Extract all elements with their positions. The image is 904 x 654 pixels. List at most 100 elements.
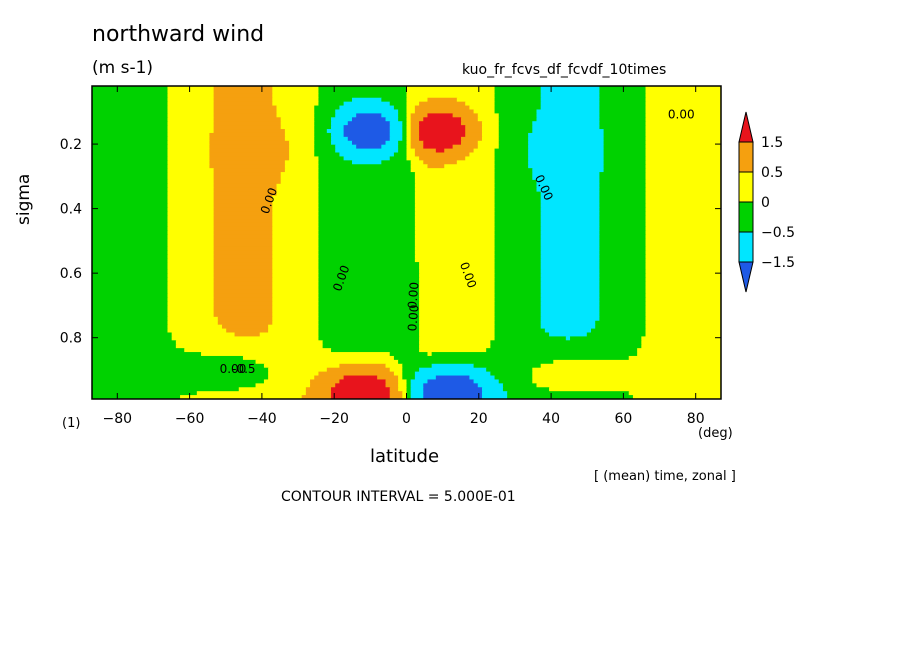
contour-fill-cell — [335, 148, 399, 154]
contour-fill-cell — [167, 132, 211, 138]
contour-fill-cell — [322, 344, 420, 349]
contour-fill-cell — [272, 281, 320, 287]
contour-fill-cell — [645, 199, 721, 204]
contour-fill-cell — [528, 140, 605, 146]
contour-fill-cell — [314, 152, 341, 158]
contour-fill-cell — [599, 93, 647, 99]
contour-fill-cell — [167, 140, 211, 146]
contour-fill-cell — [184, 348, 332, 353]
contour-fill-cell — [414, 219, 496, 224]
x-tick-label: 60 — [614, 411, 632, 427]
contour-label: 0.00 — [668, 107, 695, 121]
contour-fill-cell — [92, 89, 169, 95]
contour-fill-cell — [92, 129, 169, 134]
contour-fill-cell — [331, 387, 391, 392]
contour-fill-cell — [540, 250, 600, 255]
contour-fill-cell — [406, 89, 496, 95]
contour-fill-cell — [599, 258, 647, 263]
contour-fill-cell — [419, 348, 487, 353]
contour-fill-cell — [431, 363, 475, 369]
contour-fill-cell — [92, 152, 169, 158]
contour-fill-cell — [494, 148, 529, 154]
contour-fill-cell — [201, 352, 391, 357]
contour-fill-cell — [540, 273, 600, 279]
contour-fill-cell — [167, 312, 215, 318]
contour-fill-cell — [272, 312, 320, 318]
contour-fill-cell — [540, 312, 600, 318]
contour-fill-cell — [167, 269, 215, 275]
contour-fill-cell — [410, 168, 496, 173]
contour-fill-cell — [490, 344, 642, 349]
contour-fill-cell — [494, 265, 542, 271]
contour-fill-cell — [318, 254, 416, 259]
x-tick-label: 20 — [470, 411, 488, 427]
colorbar-bin — [738, 261, 754, 293]
contour-fill-cell — [565, 336, 571, 341]
contour-fill-cell — [272, 215, 320, 220]
contour-fill-cell — [167, 219, 215, 224]
contour-fill-cell — [318, 324, 420, 330]
contour-fill-cell — [351, 160, 382, 165]
contour-fill-cell — [427, 113, 454, 118]
colorbar-label: 0 — [761, 195, 770, 211]
contour-fill-cell — [92, 309, 169, 314]
contour-fill-cell — [645, 312, 721, 318]
contour-fill-cell — [284, 160, 320, 165]
contour-fill-cell — [477, 117, 500, 122]
contour-fill-cell — [645, 254, 721, 259]
contour-fill-cell — [414, 215, 496, 220]
contour-fill-cell — [528, 160, 605, 165]
contour-fill-cell — [540, 222, 600, 228]
contour-fill-cell — [339, 363, 387, 369]
contour-fill-cell — [167, 242, 215, 248]
contour-fill-cell — [599, 238, 647, 244]
contour-fill-cell — [494, 324, 542, 330]
contour-fill-cell — [314, 105, 341, 111]
contour-fill-cell — [167, 289, 215, 294]
contour-fill-cell — [410, 383, 424, 388]
contour-fill-cell — [645, 230, 721, 236]
contour-fill-cell — [167, 215, 215, 220]
contour-fill-cell — [540, 242, 600, 248]
contour-fill-cell — [645, 132, 721, 138]
contour-fill-cell — [351, 117, 387, 122]
colorbar-label: 1.5 — [761, 135, 783, 151]
contour-fill-cell — [272, 289, 320, 294]
contour-fill-cell — [318, 265, 420, 271]
contour-fill-cell — [209, 136, 286, 142]
contour-fill-cell — [599, 250, 647, 255]
contour-fill-cell — [419, 312, 496, 318]
contour-fill-cell — [92, 226, 169, 232]
contour-fill-cell — [272, 258, 320, 263]
contour-fill-cell — [351, 97, 382, 103]
contour-fill-cell — [92, 352, 202, 357]
contour-fill-cell — [599, 262, 647, 267]
contour-fill-cell — [272, 207, 320, 212]
contour-fill-cell — [217, 320, 273, 326]
contour-fill-cell — [477, 383, 504, 388]
contour-fill-cell — [318, 179, 416, 185]
contour-fill-cell — [419, 262, 496, 267]
contour-fill-cell — [318, 222, 416, 228]
contour-fill-cell — [167, 109, 215, 114]
contour-fill-cell — [92, 391, 198, 396]
contour-fill-cell — [532, 125, 600, 130]
contour-fill-cell — [414, 246, 496, 251]
contour-fill-cell — [167, 254, 215, 259]
contour-fill-cell — [645, 226, 721, 232]
contour-fill-cell — [599, 277, 647, 283]
contour-fill-cell — [494, 289, 542, 294]
contour-fill-cell — [318, 309, 420, 314]
contour-fill-cell — [318, 160, 353, 165]
contour-fill-cell — [268, 324, 320, 330]
contour-fill-cell — [398, 359, 554, 365]
contour-fill-cell — [92, 277, 169, 283]
contour-fill-cell — [414, 250, 496, 255]
contour-fill-cell — [599, 86, 647, 91]
contour-fill-cell — [540, 297, 600, 302]
contour-fill-cell — [385, 383, 399, 388]
contour-fill-cell — [444, 148, 475, 154]
contour-fill-cell — [645, 277, 721, 283]
contour-fill-cell — [209, 156, 290, 161]
contour-fill-cell — [465, 101, 496, 107]
